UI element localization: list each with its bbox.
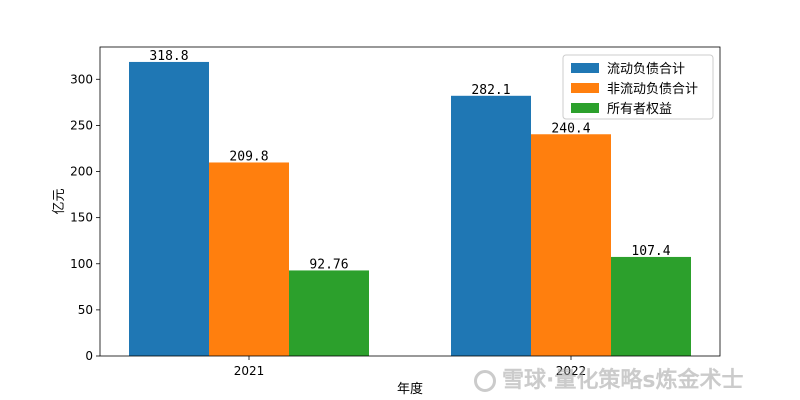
- bar-1-2021: [129, 61, 209, 356]
- axes-frame: [99, 46, 721, 357]
- watermark: 雪球·量化策略s炼金术士: [474, 362, 743, 394]
- bar-2-2021: [209, 162, 289, 356]
- data-label: 92.76: [309, 257, 348, 272]
- y-tick-label: 250: [70, 118, 93, 132]
- y-axis-label: 亿元: [52, 188, 67, 214]
- legend-swatch-3: [571, 103, 599, 113]
- y-tick-label: 150: [70, 211, 93, 225]
- x-axis-label: 年度: [397, 381, 423, 397]
- data-label: 318.8: [149, 49, 188, 64]
- y-tick-label: 300: [70, 72, 93, 86]
- bar-3-2022: [611, 256, 691, 356]
- snowball-logo-icon: [474, 370, 496, 392]
- watermark-text: 雪球·量化策略s炼金术士: [502, 368, 744, 393]
- x-tick-label: 2022: [556, 364, 587, 378]
- legend-box: [562, 54, 714, 120]
- data-label: 107.4: [631, 244, 670, 259]
- y-tick-label: 100: [70, 257, 93, 271]
- data-label: 282.1: [471, 83, 510, 98]
- bar-1-2022: [451, 95, 531, 357]
- data-label: 209.8: [229, 149, 268, 164]
- legend-label: 流动负债合计: [607, 62, 685, 77]
- legend-swatch-2: [571, 83, 599, 93]
- legend-swatch-1: [571, 63, 599, 73]
- x-tick-label: 2021: [234, 364, 265, 378]
- bar-3-2021: [289, 270, 369, 356]
- axes: 0 50 100 150 200 250 300 2021 2022 年度 亿元: [52, 46, 721, 397]
- data-label: 240.4: [551, 121, 590, 136]
- y-tick-label: 200: [70, 165, 93, 179]
- bar-2-2022: [531, 134, 611, 356]
- y-tick-label: 0: [85, 349, 93, 363]
- legend-label: 非流动负债合计: [607, 82, 698, 97]
- legend-label: 所有者权益: [607, 101, 672, 117]
- plot-area: 318.8 282.1 209.8 240.4 92.76 107.4: [129, 49, 691, 357]
- y-tick-label: 50: [78, 303, 93, 317]
